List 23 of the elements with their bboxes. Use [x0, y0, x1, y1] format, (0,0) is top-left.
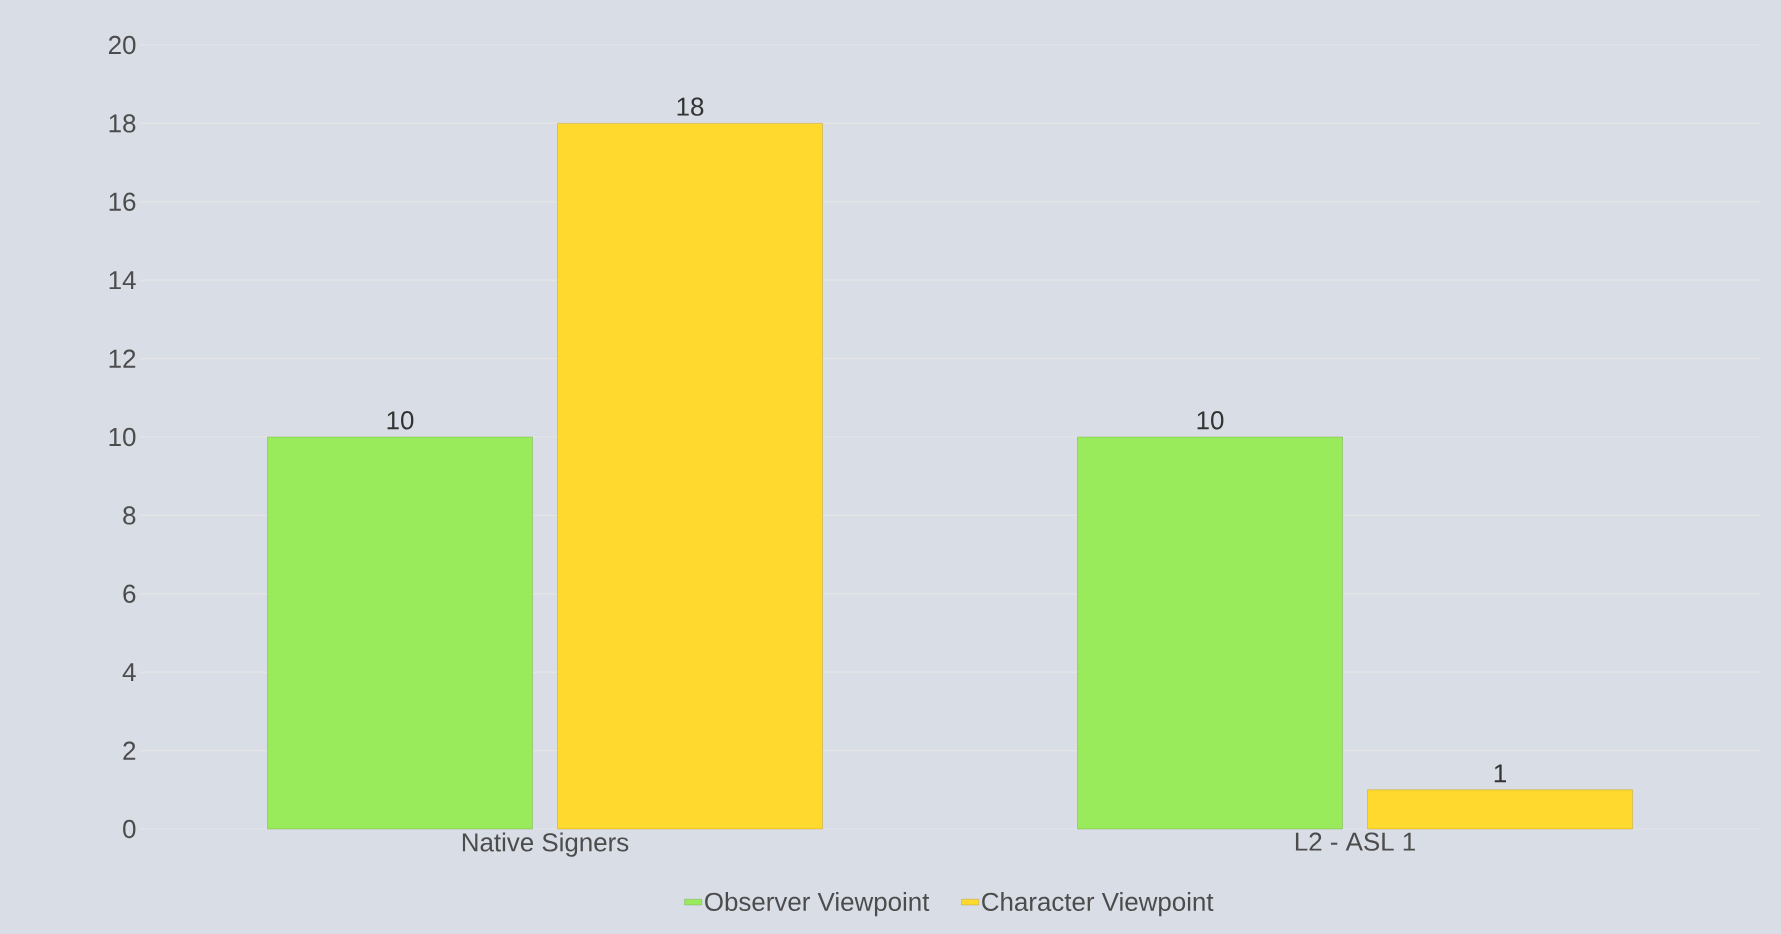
x-tick-label: L2 - ASL 1 [1295, 832, 1415, 851]
y-tick-label: 12 [109, 349, 136, 368]
y-tick-label: 10 [109, 427, 136, 447]
data-label: 10 [1197, 411, 1224, 430]
legend-label: Character Viewpoint [982, 891, 1214, 917]
bar [1367, 789, 1633, 830]
y-tick-label: 0 [123, 819, 136, 839]
data-label: 18 [677, 97, 704, 116]
y-tick-label: 16 [109, 192, 136, 211]
bar [1077, 436, 1343, 830]
legend-label: Observer Viewpoint [705, 891, 930, 917]
bar [557, 123, 823, 830]
x-tick-label: Native Signers [462, 832, 629, 857]
y-tick-label: 20 [108, 35, 136, 55]
y-tick-label: 14 [109, 271, 136, 290]
y-tick-label: 18 [109, 114, 136, 133]
y-tick-label: 2 [123, 741, 136, 760]
bar [267, 436, 533, 830]
y-tick-label: 4 [122, 663, 136, 682]
data-label: 10 [387, 411, 414, 430]
data-label: 1 [1494, 764, 1506, 783]
y-tick-label: 6 [123, 584, 136, 603]
y-tick-label: 8 [123, 506, 136, 525]
